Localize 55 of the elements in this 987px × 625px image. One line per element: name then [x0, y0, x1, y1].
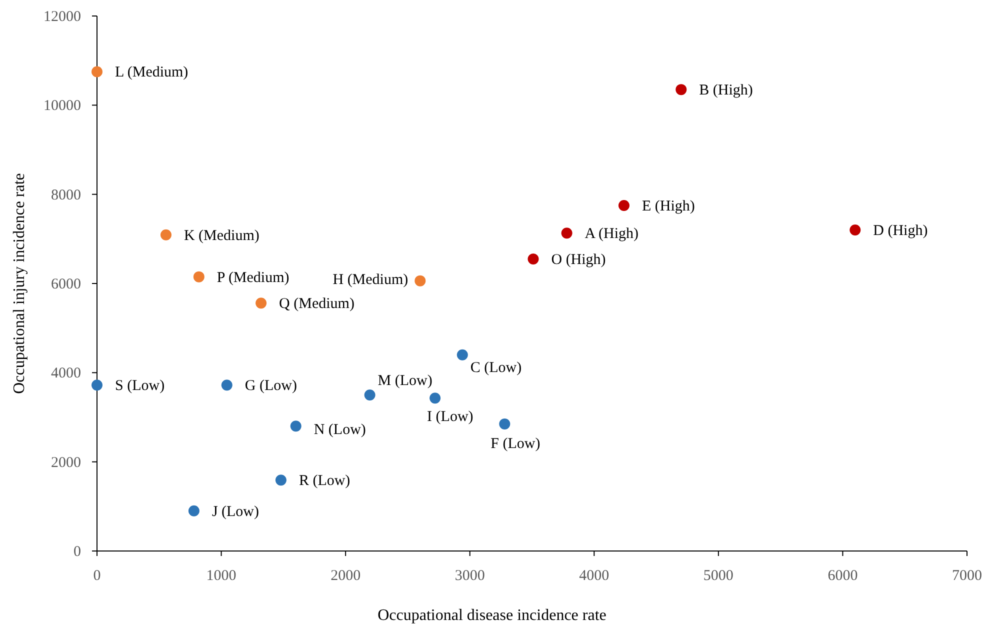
x-tick-label: 6000 [828, 568, 858, 584]
point [528, 253, 539, 264]
annotation: D (High) [873, 223, 928, 239]
point [414, 275, 426, 286]
annotation: N (Low) [314, 422, 366, 438]
point [92, 380, 102, 391]
annotation: L (Medium) [115, 64, 188, 81]
point [561, 228, 572, 239]
y-tick-label: 8000 [51, 187, 81, 204]
point [290, 420, 302, 432]
annotation: O (High) [551, 252, 606, 268]
point [221, 380, 232, 391]
point [256, 298, 267, 309]
annotation: J (Low) [212, 504, 260, 520]
x-tick-label: 4000 [579, 568, 610, 584]
y-tick-label: 10000 [44, 98, 81, 114]
x-tick-label: 0 [93, 568, 101, 584]
point [188, 505, 200, 516]
annotation: B (High) [699, 82, 753, 99]
annotation: P (Medium) [216, 270, 290, 286]
y-tick-label: 6000 [51, 276, 81, 292]
x-tick-label: 5000 [703, 568, 734, 584]
point [850, 224, 861, 236]
x-tick-label: 7000 [952, 568, 982, 584]
annotation: K (Medium) [184, 228, 260, 244]
x-tick-label: 3000 [454, 568, 485, 584]
annotation: S (Low) [115, 378, 165, 394]
x-tick-label: 2000 [330, 568, 361, 584]
point [499, 418, 510, 430]
point [676, 84, 687, 96]
annotation: G (Low) [244, 378, 297, 394]
annotation: A (High) [584, 226, 639, 242]
x-tick-label: 1000 [206, 568, 236, 584]
y-tick-label: 12000 [44, 9, 81, 25]
point [364, 389, 376, 400]
y-tick-label: 4000 [51, 366, 81, 382]
x-axis-title: Occupational disease incidence rate [378, 607, 606, 624]
y-axis-title: Occupational injury incidence rate [11, 173, 28, 394]
point [275, 474, 286, 486]
point [430, 392, 441, 404]
annotation: R (Low) [298, 473, 350, 490]
y-tick-label: 2000 [51, 454, 81, 471]
y-tick-label: 0 [74, 544, 81, 560]
annotation: M (Low) [378, 372, 432, 389]
annotation: C (Low) [470, 360, 522, 376]
annotation: Q (Medium) [279, 296, 354, 312]
point [618, 200, 630, 211]
annotation: F (Low) [490, 436, 540, 452]
point [92, 66, 102, 78]
point [160, 229, 172, 240]
annotation: H (Medium) [332, 272, 408, 288]
annotation: I (Low) [427, 409, 474, 426]
annotation: E (High) [642, 198, 695, 214]
point [193, 271, 204, 282]
point [456, 349, 468, 360]
